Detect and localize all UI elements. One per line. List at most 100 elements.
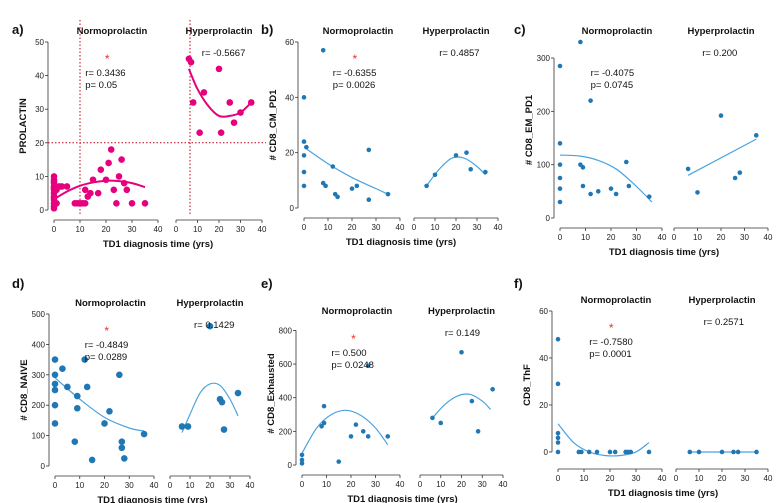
group-title-hyperprolactin: Hyperprolactin bbox=[185, 26, 252, 37]
data-point-left bbox=[118, 444, 126, 452]
r-value-left: r= -0.4849 bbox=[85, 340, 129, 351]
group-title-hyperprolactin: Hyperprolactin bbox=[176, 298, 243, 309]
data-point-right bbox=[438, 420, 444, 426]
x-tick-label-left: 30 bbox=[128, 225, 137, 234]
data-point-left bbox=[51, 371, 59, 379]
data-point-left bbox=[102, 176, 110, 184]
data-point-right bbox=[206, 322, 214, 330]
x-tick-label-left: 20 bbox=[100, 481, 109, 490]
data-point-right bbox=[731, 449, 736, 455]
data-point-right bbox=[184, 423, 192, 430]
group-title-normoprolactin: Normoprolactin bbox=[75, 298, 146, 309]
data-point-right bbox=[735, 449, 741, 455]
y-tick-label: 100 bbox=[32, 432, 46, 441]
x-tick-label-right: 40 bbox=[494, 223, 503, 232]
data-point-left bbox=[366, 197, 372, 202]
group-title-hyperprolactin: Hyperprolactin bbox=[428, 306, 495, 317]
x-tick-label-right: 30 bbox=[226, 481, 235, 490]
x-tick-label-left: 10 bbox=[580, 474, 589, 483]
x-axis-title: TD1 diagnosis time (yrs) bbox=[608, 488, 718, 499]
x-tick-label-right: 40 bbox=[258, 225, 267, 234]
data-point-left bbox=[299, 452, 305, 458]
data-point-right bbox=[696, 449, 702, 455]
chart-panel-f: f) 0 20 40 60 CD8_ThF 0 10 20 30 40 0 10 20 30 40 TD1 di… bbox=[514, 276, 773, 499]
x-tick-label-right: 30 bbox=[740, 233, 749, 242]
data-point-left bbox=[555, 336, 561, 342]
data-point-left bbox=[613, 191, 619, 197]
y-tick-label: 600 bbox=[279, 360, 293, 369]
data-point-left bbox=[123, 186, 131, 194]
r-value-right: r= 0.2571 bbox=[704, 317, 744, 328]
data-point-left bbox=[107, 146, 115, 153]
fit-curve-right bbox=[432, 393, 491, 419]
y-tick-label: 400 bbox=[32, 340, 46, 349]
data-point-left bbox=[58, 183, 66, 190]
chart-panel-c: c) 0 100 200 300 # CD8_EM_PD1 0 10 20 30 40 0 10 20 30… bbox=[514, 22, 773, 258]
y-tick-label: 100 bbox=[537, 161, 551, 170]
data-point-left bbox=[555, 381, 561, 387]
r-value-right: r= 0.200 bbox=[702, 48, 737, 59]
p-value-left: p= 0.0026 bbox=[333, 80, 376, 91]
fit-curve-left bbox=[559, 154, 653, 203]
fit-curve-right bbox=[426, 156, 486, 187]
data-point-left bbox=[557, 162, 563, 167]
data-point-right bbox=[753, 133, 759, 138]
y-axis-title: PROLACTIN bbox=[18, 98, 29, 154]
data-point-left bbox=[646, 449, 652, 455]
r-value-left: r= -0.6355 bbox=[333, 68, 377, 79]
data-point-left bbox=[624, 159, 629, 165]
data-point-left bbox=[301, 183, 307, 189]
x-tick-label-right: 40 bbox=[246, 481, 255, 490]
y-tick-label: 200 bbox=[32, 401, 46, 410]
x-tick-label-left: 40 bbox=[396, 223, 405, 232]
data-point-left bbox=[612, 449, 618, 455]
data-point-right bbox=[217, 129, 225, 137]
data-point-left bbox=[53, 199, 60, 207]
x-tick-label-left: 40 bbox=[150, 481, 159, 490]
data-point-left bbox=[595, 189, 601, 194]
fit-curve-left bbox=[303, 146, 389, 195]
data-point-left bbox=[71, 438, 79, 445]
x-tick-label-left: 0 bbox=[300, 480, 305, 489]
p-value-left: p= 0.0745 bbox=[591, 80, 634, 91]
data-point-left bbox=[321, 403, 327, 409]
p-value-left: p= 0.0248 bbox=[331, 360, 374, 371]
x-tick-label-left: 40 bbox=[658, 474, 667, 483]
x-tick-label-left: 30 bbox=[125, 481, 134, 490]
fit-curve-left bbox=[557, 423, 650, 457]
x-tick-label-left: 30 bbox=[632, 233, 641, 242]
data-point-left bbox=[50, 178, 58, 185]
group-title-normoprolactin: Normoprolactin bbox=[323, 26, 394, 37]
panel-label: a) bbox=[12, 22, 24, 37]
data-point-left bbox=[87, 189, 94, 197]
y-tick-label: 10 bbox=[35, 172, 44, 181]
y-tick-label: 300 bbox=[537, 54, 551, 63]
data-point-left bbox=[557, 186, 563, 191]
data-point-right bbox=[490, 386, 495, 392]
x-tick-label-right: 10 bbox=[436, 480, 445, 489]
data-point-left bbox=[588, 191, 593, 197]
data-point-right bbox=[215, 65, 223, 73]
data-point-right bbox=[218, 398, 226, 406]
y-tick-label: 0 bbox=[546, 214, 551, 223]
data-point-right bbox=[475, 429, 481, 434]
fit-curve-right bbox=[181, 382, 239, 433]
data-point-left bbox=[51, 420, 59, 427]
x-tick-label-right: 40 bbox=[764, 233, 773, 242]
data-point-right bbox=[719, 449, 725, 455]
data-point-left bbox=[89, 176, 97, 184]
x-axis-title: TD1 diagnosis time (yrs) bbox=[346, 237, 456, 248]
data-point-left bbox=[141, 199, 149, 207]
data-point-right bbox=[178, 423, 186, 430]
data-point-left bbox=[73, 404, 81, 412]
data-point-left bbox=[83, 383, 91, 391]
p-value-left: p= 0.05 bbox=[85, 80, 117, 91]
data-point-left bbox=[81, 356, 88, 363]
data-point-left bbox=[348, 434, 354, 439]
data-point-left bbox=[335, 194, 340, 200]
x-tick-label-left: 0 bbox=[52, 225, 57, 234]
x-tick-label-right: 20 bbox=[457, 480, 466, 489]
x-tick-label-right: 10 bbox=[431, 223, 440, 232]
fit-curve-left bbox=[53, 179, 146, 201]
